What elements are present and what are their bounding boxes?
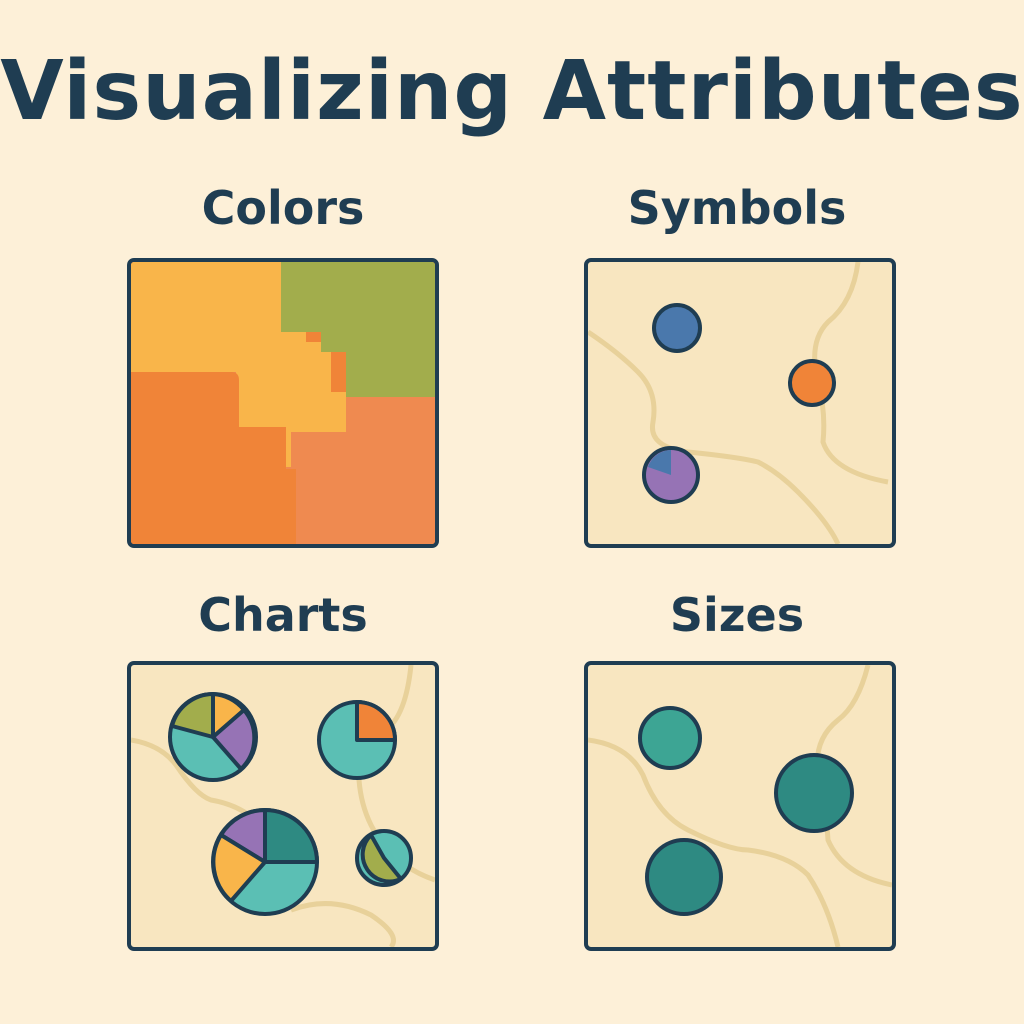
pie-chart-4 <box>355 829 413 887</box>
map-line-1 <box>131 737 263 827</box>
small-size-symbol <box>638 706 702 770</box>
colors-label: Colors <box>201 181 365 235</box>
symbols-panel <box>584 258 896 548</box>
choropleth-map-icon <box>131 262 435 544</box>
pie-chart-3 <box>211 808 319 916</box>
sizes-panel <box>584 661 896 951</box>
pie-chart-map-icon <box>131 665 435 947</box>
region-olive <box>281 262 435 397</box>
region-orange-2 <box>131 372 296 544</box>
sizes-label: Sizes <box>669 588 805 642</box>
pie-chart-1 <box>168 692 258 782</box>
point-symbol-map-icon <box>588 262 889 544</box>
proportional-symbol-map-icon <box>588 665 892 947</box>
orange-symbol <box>788 359 836 407</box>
page-title: Visualizing Attributes <box>0 44 1024 139</box>
colors-panel <box>127 258 439 548</box>
pie-chart-2 <box>317 700 397 780</box>
symbols-label: Symbols <box>627 181 847 235</box>
map-line-1 <box>588 737 841 947</box>
map-line-3 <box>290 901 396 947</box>
charts-panel <box>127 661 439 951</box>
purple-symbol-blue-slice <box>648 450 671 475</box>
blue-symbol <box>652 303 702 353</box>
charts-label: Charts <box>198 588 368 642</box>
large-size-symbol <box>774 753 854 833</box>
medium-size-symbol <box>645 838 723 916</box>
